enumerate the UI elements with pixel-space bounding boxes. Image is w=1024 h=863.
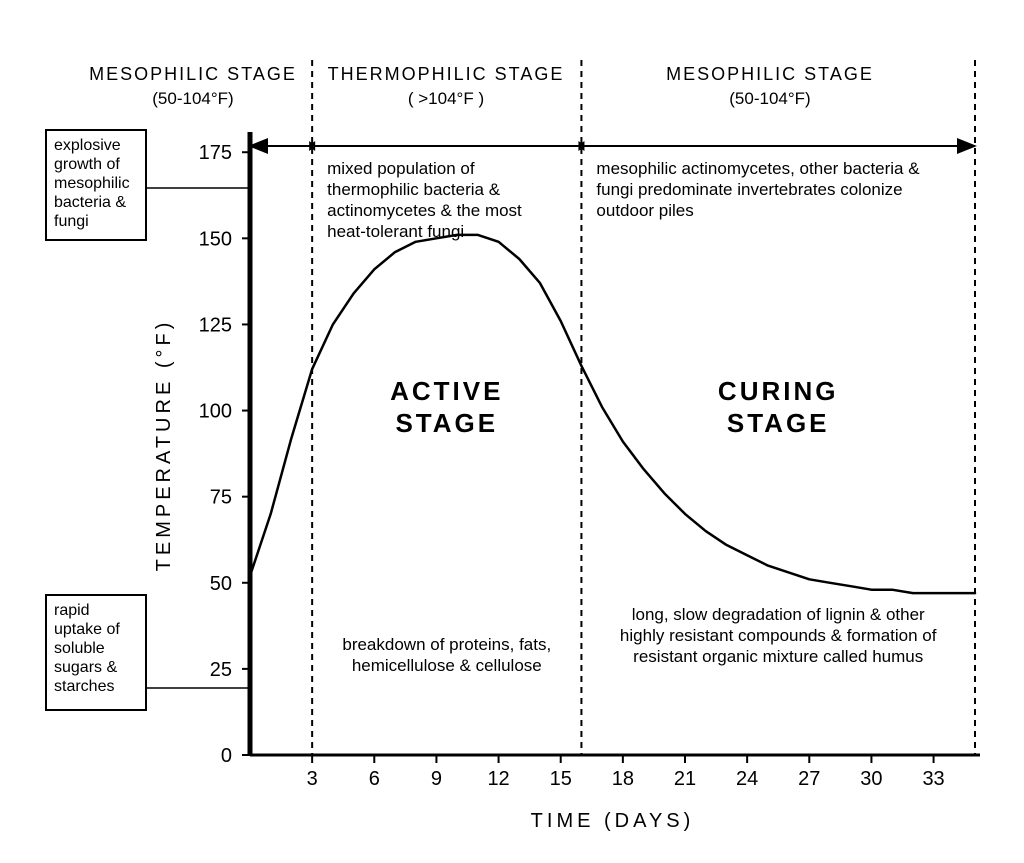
y-tick-label: 50 — [210, 573, 232, 595]
region-subtitle: ( >104°F ) — [408, 89, 484, 108]
x-tick-label: 3 — [307, 768, 318, 790]
region-bottom-annotation: long, slow degradation of lignin & other… — [620, 605, 937, 666]
y-tick-label: 175 — [199, 142, 232, 164]
x-tick-label: 15 — [550, 768, 572, 790]
region-top-annotation: mesophilic actinomycetes, other bacteria… — [596, 159, 920, 220]
x-tick-label: 21 — [674, 768, 696, 790]
y-tick-label: 75 — [210, 487, 232, 509]
region-subtitle: (50-104°F) — [152, 89, 233, 108]
x-tick-label: 24 — [736, 768, 758, 790]
y-tick-label: 25 — [210, 659, 232, 681]
x-tick-label: 6 — [369, 768, 380, 790]
region-big-label: ACTIVESTAGE — [390, 376, 503, 438]
y-tick-label: 150 — [199, 228, 232, 250]
region-bottom-annotation: breakdown of proteins, fats,hemicellulos… — [342, 635, 551, 675]
x-tick-label: 12 — [487, 768, 509, 790]
y-axis-label: TEMPERATURE (°F) — [153, 319, 175, 572]
x-axis-label: TIME (DAYS) — [531, 810, 695, 832]
region-title: MESOPHILIC STAGE — [666, 64, 874, 84]
region-title: MESOPHILIC STAGE — [89, 64, 297, 84]
x-tick-label: 27 — [798, 768, 820, 790]
x-tick-label: 9 — [431, 768, 442, 790]
y-tick-label: 100 — [199, 401, 232, 423]
temperature-curve — [250, 235, 975, 593]
composting-stages-chart: 0 25 50 75 100 125 150 175 3 6 9 12 15 18 21 24 27 30 33 TE… — [0, 0, 1024, 863]
x-tick-label: 30 — [860, 768, 882, 790]
region-subtitle: (50-104°F) — [729, 89, 810, 108]
x-tick-label: 33 — [922, 768, 944, 790]
y-tick-label: 125 — [199, 314, 232, 336]
region-top-annotation: mixed population ofthermophilic bacteria… — [327, 159, 522, 241]
region-big-label: CURINGSTAGE — [718, 376, 839, 438]
y-tick-label: 0 — [221, 745, 232, 767]
x-tick-label: 18 — [612, 768, 634, 790]
region-title: THERMOPHILIC STAGE — [328, 64, 565, 84]
